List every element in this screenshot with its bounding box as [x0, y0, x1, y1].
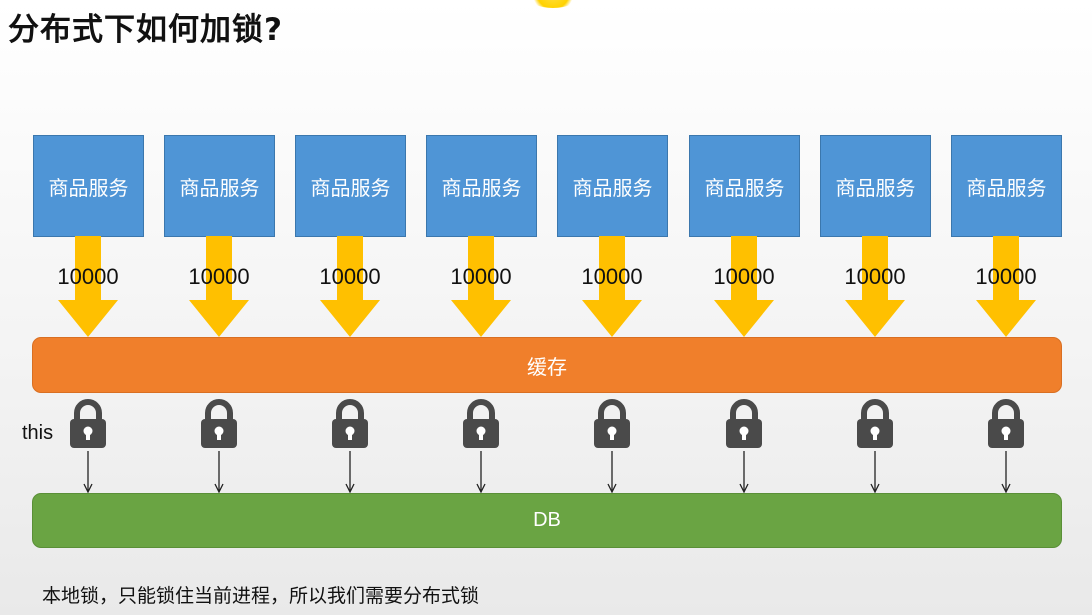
down-arrow-icon [451, 236, 511, 337]
decorative-blob [528, 0, 578, 8]
request-count: 10000 [713, 264, 775, 289]
down-arrow-icon [714, 236, 774, 337]
request-count: 10000 [319, 264, 381, 289]
page-title: 分布式下如何加锁? [8, 12, 283, 48]
request-count: 10000 [581, 264, 643, 289]
lock-to-db-arrow [83, 451, 93, 493]
lock-to-db-arrow [1001, 451, 1011, 493]
service-box: 商品服务 [557, 135, 668, 237]
lock-to-db-arrow [607, 451, 617, 493]
request-count: 10000 [450, 264, 512, 289]
lock-to-db-arrow [476, 451, 486, 493]
service-box: 商品服务 [164, 135, 275, 237]
service-box: 商品服务 [689, 135, 800, 237]
lock-icon [726, 399, 762, 448]
lock-icon [332, 399, 368, 448]
lock-icon [857, 399, 893, 448]
service-box: 商品服务 [426, 135, 537, 237]
lock-to-db-arrow [345, 451, 355, 493]
lock-icon [988, 399, 1024, 448]
lock-to-db-arrow [214, 451, 224, 493]
db-bar: DB [32, 493, 1062, 548]
down-arrow-icon [320, 236, 380, 337]
caption: 本地锁，只能锁住当前进程，所以我们需要分布式锁 [42, 585, 480, 607]
lock-icon [463, 399, 499, 448]
service-box: 商品服务 [295, 135, 406, 237]
down-arrow-icon [845, 236, 905, 337]
request-count: 10000 [188, 264, 250, 289]
down-arrow-icon [976, 236, 1036, 337]
down-arrow-icon [582, 236, 642, 337]
lock-icon [594, 399, 630, 448]
request-count: 10000 [975, 264, 1037, 289]
service-box: 商品服务 [951, 135, 1062, 237]
lock-icon [70, 399, 106, 448]
request-count: 10000 [844, 264, 906, 289]
down-arrow-icon [189, 236, 249, 337]
service-box: 商品服务 [820, 135, 931, 237]
service-box: 商品服务 [33, 135, 144, 237]
request-count: 10000 [57, 264, 119, 289]
lock-label: this [22, 422, 54, 444]
down-arrow-icon [58, 236, 118, 337]
lock-to-db-arrow [739, 451, 749, 493]
lock-icon [201, 399, 237, 448]
lock-to-db-arrow [870, 451, 880, 493]
cache-bar: 缓存 [32, 337, 1062, 393]
